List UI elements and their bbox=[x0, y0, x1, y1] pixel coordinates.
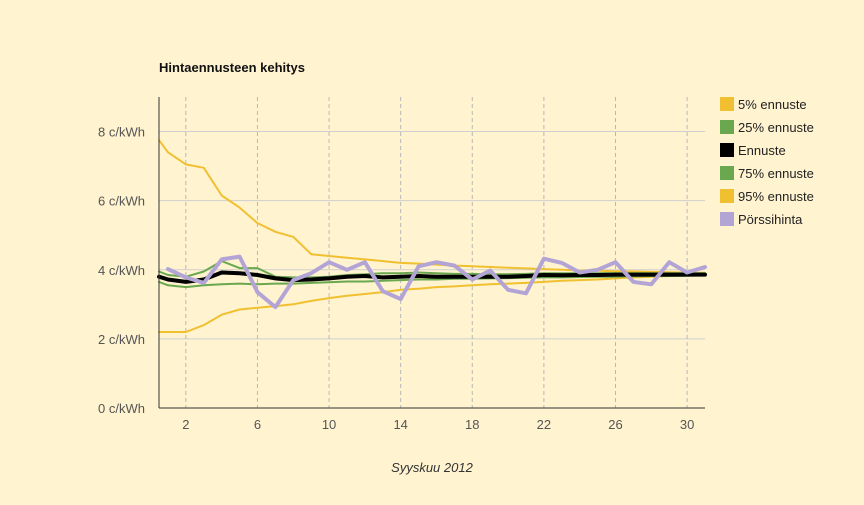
series-line-0 bbox=[158, 139, 706, 274]
x-tick-label: 2 bbox=[182, 417, 189, 432]
legend-swatch bbox=[720, 97, 734, 111]
legend-swatch bbox=[720, 166, 734, 180]
x-tick-label: 18 bbox=[465, 417, 479, 432]
y-tick-label: 0 c/kWh bbox=[98, 401, 145, 416]
legend-label: Pörssihinta bbox=[738, 212, 803, 227]
y-tick-label: 6 c/kWh bbox=[98, 194, 145, 209]
x-tick-label: 10 bbox=[322, 417, 336, 432]
grid bbox=[159, 97, 705, 408]
legend: 5% ennuste 25% ennuste Ennuste 75% ennuste 9… bbox=[720, 97, 814, 227]
legend-swatch bbox=[720, 120, 734, 134]
series-line-4 bbox=[157, 270, 707, 284]
series-lines bbox=[157, 139, 707, 333]
x-axis-label: Syyskuu 2012 bbox=[391, 460, 473, 475]
legend-swatch bbox=[720, 143, 734, 157]
y-tick-label: 8 c/kWh bbox=[98, 125, 145, 140]
x-tick-label: 14 bbox=[393, 417, 407, 432]
series-line-5 bbox=[166, 254, 707, 310]
legend-label: 75% ennuste bbox=[738, 166, 814, 181]
y-tick-label: 4 c/kWh bbox=[98, 263, 145, 278]
y-tick-label: 2 c/kWh bbox=[98, 332, 145, 347]
legend-label: 25% ennuste bbox=[738, 120, 814, 135]
chart-title: Hintaennusteen kehitys bbox=[159, 60, 305, 75]
series-line-3 bbox=[158, 274, 706, 289]
series-line-1 bbox=[158, 273, 706, 333]
axes bbox=[158, 97, 705, 409]
legend-label: 5% ennuste bbox=[738, 97, 807, 112]
x-tick-label: 22 bbox=[537, 417, 551, 432]
legend-swatch bbox=[720, 189, 734, 203]
x-tick-label: 30 bbox=[680, 417, 694, 432]
legend-label: Ennuste bbox=[738, 143, 786, 158]
x-tick-label: 6 bbox=[254, 417, 261, 432]
legend-label: 95% ennuste bbox=[738, 189, 814, 204]
x-tick-label: 26 bbox=[608, 417, 622, 432]
legend-swatch bbox=[720, 212, 734, 226]
